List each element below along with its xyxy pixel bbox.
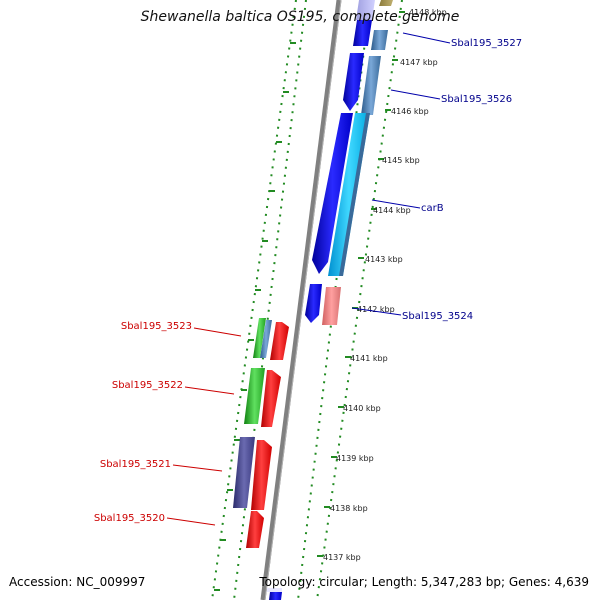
right-gene-labels: Sbal195_3527 Sbal195_3526 carB Sbal195_3… <box>351 32 522 322</box>
feature-blue-short <box>305 284 322 323</box>
feature-white-bottom <box>267 588 282 592</box>
feature-blue-top <box>353 20 372 46</box>
feature-blue-bottom <box>269 592 282 600</box>
label-sbal195-3523[interactable]: Sbal195_3523 <box>121 321 192 332</box>
label-sbal195-3522[interactable]: Sbal195_3522 <box>112 380 183 391</box>
feature-sbal3521-red <box>251 440 272 510</box>
genome-backbone <box>260 0 342 600</box>
left-gene-labels: Sbal195_3523 Sbal195_3522 Sbal195_3521 S… <box>94 321 242 526</box>
feature-green-1 <box>253 318 266 358</box>
feature-steel-1 <box>260 320 272 358</box>
tick-label-4139: 4139 kbp <box>336 454 374 463</box>
inner-left-track <box>233 0 307 600</box>
feature-blue-2 <box>343 53 364 111</box>
tick-label-4140: 4140 kbp <box>343 404 381 413</box>
label-sbal195-3520[interactable]: Sbal195_3520 <box>94 513 165 524</box>
kbp-ticks: 4148 kbp 4147 kbp 4146 kbp 4145 kbp 4144… <box>317 8 447 562</box>
genome-summary-text: Topology: circular; Length: 5,347,283 bp… <box>259 575 589 589</box>
tick-label-4145: 4145 kbp <box>382 156 420 165</box>
left-track-ticks <box>214 42 296 591</box>
tick-label-4137: 4137 kbp <box>323 553 361 562</box>
outer-left-track <box>211 0 297 600</box>
feature-lavender <box>356 0 375 20</box>
feature-tan <box>379 0 393 6</box>
tick-label-4143: 4143 kbp <box>365 255 403 264</box>
reverse-features <box>233 318 289 548</box>
feature-sbal3527 <box>371 30 388 50</box>
tick-label-4142: 4142 kbp <box>357 305 395 314</box>
feature-sbal3524 <box>322 287 341 325</box>
label-sbal195-3527[interactable]: Sbal195_3527 <box>451 38 522 49</box>
tick-label-4147: 4147 kbp <box>400 58 438 67</box>
feature-sbal3522-green <box>244 368 265 424</box>
feature-blue-long <box>312 113 353 274</box>
feature-sbal3526 <box>361 56 381 115</box>
label-carB[interactable]: carB <box>421 203 444 214</box>
tick-label-4138: 4138 kbp <box>330 504 368 513</box>
label-sbal195-3521[interactable]: Sbal195_3521 <box>100 459 171 470</box>
tick-label-4146: 4146 kbp <box>391 107 429 116</box>
label-sbal195-3524[interactable]: Sbal195_3524 <box>402 311 473 322</box>
genome-backbone-highlight <box>264 0 342 600</box>
feature-carB-band <box>339 113 370 276</box>
feature-sbal3520 <box>246 511 264 548</box>
tick-label-4141: 4141 kbp <box>350 354 388 363</box>
feature-sbal3521-purple <box>233 437 255 508</box>
tick-label-4144: 4144 kbp <box>373 206 411 215</box>
accession-text: Accession: NC_009997 <box>9 575 146 589</box>
label-sbal195-3526[interactable]: Sbal195_3526 <box>441 94 512 105</box>
forward-features <box>305 0 393 325</box>
tick-label-4148: 4148 kbp <box>409 8 447 17</box>
map-title: Shewanella baltica OS195, complete genom… <box>140 9 460 25</box>
outer-right-track <box>316 0 403 600</box>
feature-sbal3522-red <box>261 370 281 427</box>
feature-sbal3523 <box>270 322 289 360</box>
